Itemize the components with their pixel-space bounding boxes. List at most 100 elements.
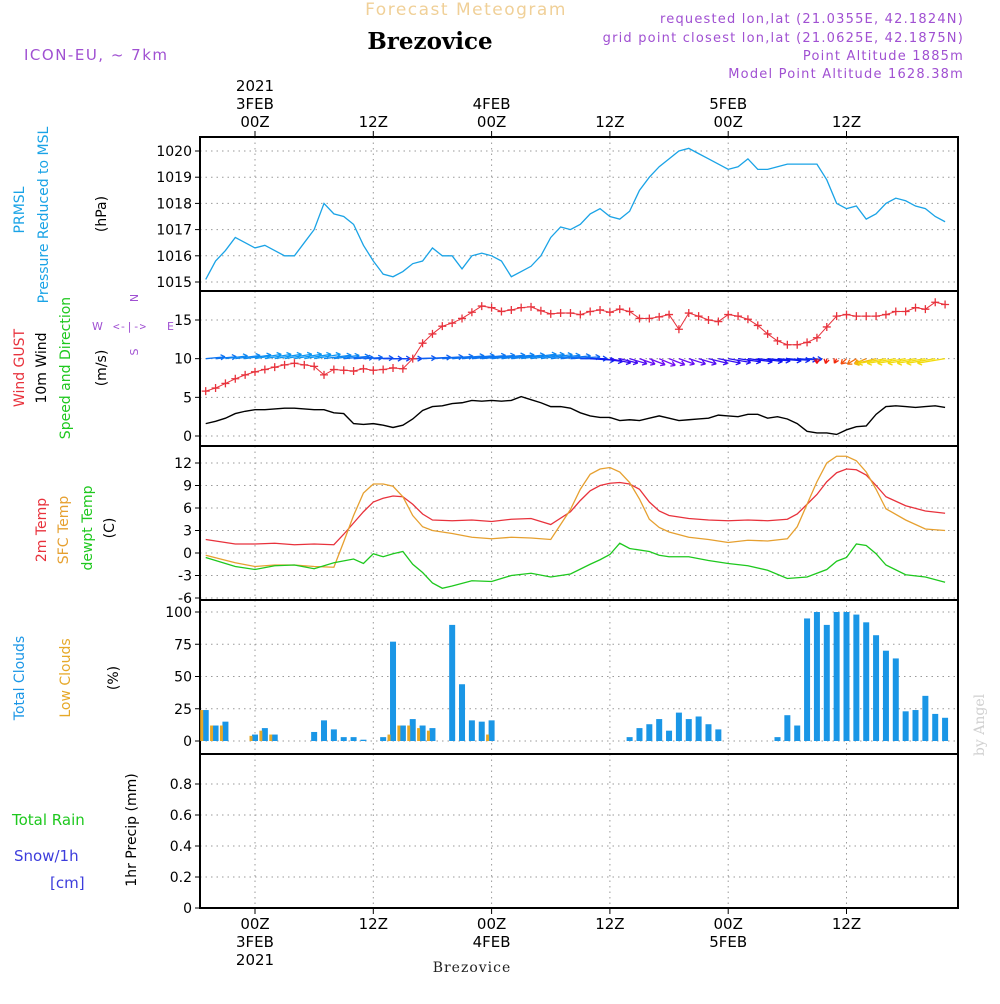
gust-point — [556, 309, 565, 318]
gust-point — [211, 384, 220, 393]
total-cloud-bar — [646, 724, 653, 741]
y-tick-label: 6 — [183, 501, 192, 517]
wind-arrow — [840, 358, 847, 365]
total-cloud-bar — [656, 719, 663, 741]
gust-point — [605, 308, 614, 317]
gust-point — [566, 309, 575, 318]
wind-arrow — [833, 358, 839, 364]
bottom-time-label: 12Z — [832, 915, 861, 933]
compass-s: S — [128, 348, 141, 355]
pressure-line — [205, 147, 946, 280]
wind-arrow — [658, 358, 676, 367]
y-tick-label: 50 — [174, 670, 192, 686]
wind-arrow — [846, 358, 857, 365]
gust-point — [201, 387, 210, 396]
gust-point — [812, 333, 821, 342]
gust-point — [921, 305, 930, 314]
total-cloud-bar — [271, 734, 278, 741]
temp-2m-label: 2m Temp — [34, 498, 50, 562]
total-cloud-bar — [222, 721, 229, 741]
gust-point — [714, 317, 723, 326]
bottom-time-label: 4FEB — [473, 933, 511, 951]
total-cloud-bar — [212, 725, 219, 741]
total-cloud-bar — [340, 737, 347, 741]
gust-point — [674, 325, 683, 334]
y-tick-label: 0.2 — [170, 870, 192, 886]
total-cloud-bar — [705, 724, 712, 741]
y-tick-label: 1019 — [156, 170, 192, 186]
total-cloud-bar — [350, 737, 357, 741]
total-cloud-bar — [942, 717, 949, 741]
gust-point — [467, 308, 476, 317]
wind-arrow — [649, 358, 666, 367]
gust-point — [320, 370, 329, 379]
snow-label: Snow/1h — [14, 847, 79, 865]
gust-point — [615, 305, 624, 314]
total-cloud-bar — [252, 734, 258, 741]
watermark: by Angel — [972, 693, 988, 756]
wind-arrow — [698, 358, 717, 366]
gust-point — [881, 310, 890, 319]
total-cloud-bar — [429, 728, 436, 741]
low-cloud-bar — [200, 710, 204, 741]
gust-point — [596, 305, 605, 314]
grid-point-coords: grid point closest lon,lat (21.0625E, 42… — [603, 31, 964, 46]
top-time-label: 12Z — [359, 113, 388, 131]
gust-point — [458, 314, 467, 323]
model-name: ICON-EU, ~ 7km — [24, 46, 169, 64]
total-cloud-bar — [823, 624, 830, 741]
low-cloud-bar — [387, 734, 391, 741]
compass-w: W — [92, 320, 103, 333]
bottom-time-label: 2021 — [236, 951, 274, 969]
wind-arrow — [668, 358, 686, 367]
compass-arrows: <-|-> — [113, 320, 146, 333]
total-cloud-bar — [459, 684, 466, 741]
y-tick-label: 75 — [174, 637, 192, 653]
gust-point — [418, 339, 427, 348]
total-cloud-bar — [794, 725, 801, 741]
y-tick-label: -3 — [178, 569, 192, 585]
bottom-time-label: 12Z — [359, 915, 388, 933]
gust-point — [251, 367, 259, 376]
bottom-time-label: 5FEB — [709, 933, 747, 951]
y-tick-label: 1018 — [156, 196, 192, 212]
wind-arrow — [917, 358, 946, 366]
total-cloud-bar — [202, 710, 209, 741]
top-time-label: 12Z — [595, 113, 624, 131]
gust-point — [270, 363, 279, 372]
gust-point — [398, 364, 407, 373]
low-cloud-bar — [269, 734, 273, 741]
bottom-time-label: 00Z — [240, 915, 269, 933]
bottom-time-label: 00Z — [477, 915, 506, 933]
temp-line-sfc — [205, 455, 946, 568]
temp-line-dewpt — [205, 542, 946, 589]
top-time-label: 3FEB — [236, 95, 274, 113]
low-cloud-bar — [407, 725, 411, 741]
panel-wind: 0 5 10 15 — [174, 290, 959, 447]
panel-pressure: 1015 1016 1017 1018 1019 1020 — [156, 136, 959, 292]
gust-point — [872, 312, 881, 321]
wind-arrow — [877, 358, 906, 366]
gust-point — [724, 310, 733, 319]
gust-markers — [201, 298, 950, 396]
gust-point — [507, 305, 516, 314]
y-tick-label: 10 — [174, 352, 192, 368]
gust-point — [625, 307, 634, 316]
wind-arrow — [887, 358, 916, 366]
gust-point — [734, 312, 743, 321]
gust-point — [428, 329, 437, 338]
total-cloud-bar — [409, 719, 416, 741]
gust-point — [310, 362, 319, 371]
wind-unit: (m/s) — [94, 350, 110, 387]
y-tick-label: 1015 — [156, 275, 192, 291]
total-cloud-bar — [882, 650, 889, 741]
total-cloud-bar — [715, 729, 722, 741]
wind-direction-label: Speed and Direction — [58, 297, 74, 439]
gust-point — [635, 314, 644, 323]
gust-point — [901, 307, 910, 316]
requested-coords: requested lon,lat (21.0355E, 42.1824N) — [660, 12, 964, 27]
gust-point — [655, 312, 664, 321]
total-cloud-bar — [390, 641, 397, 741]
total-cloud-bar — [321, 720, 328, 741]
total-cloud-bar — [330, 729, 337, 741]
